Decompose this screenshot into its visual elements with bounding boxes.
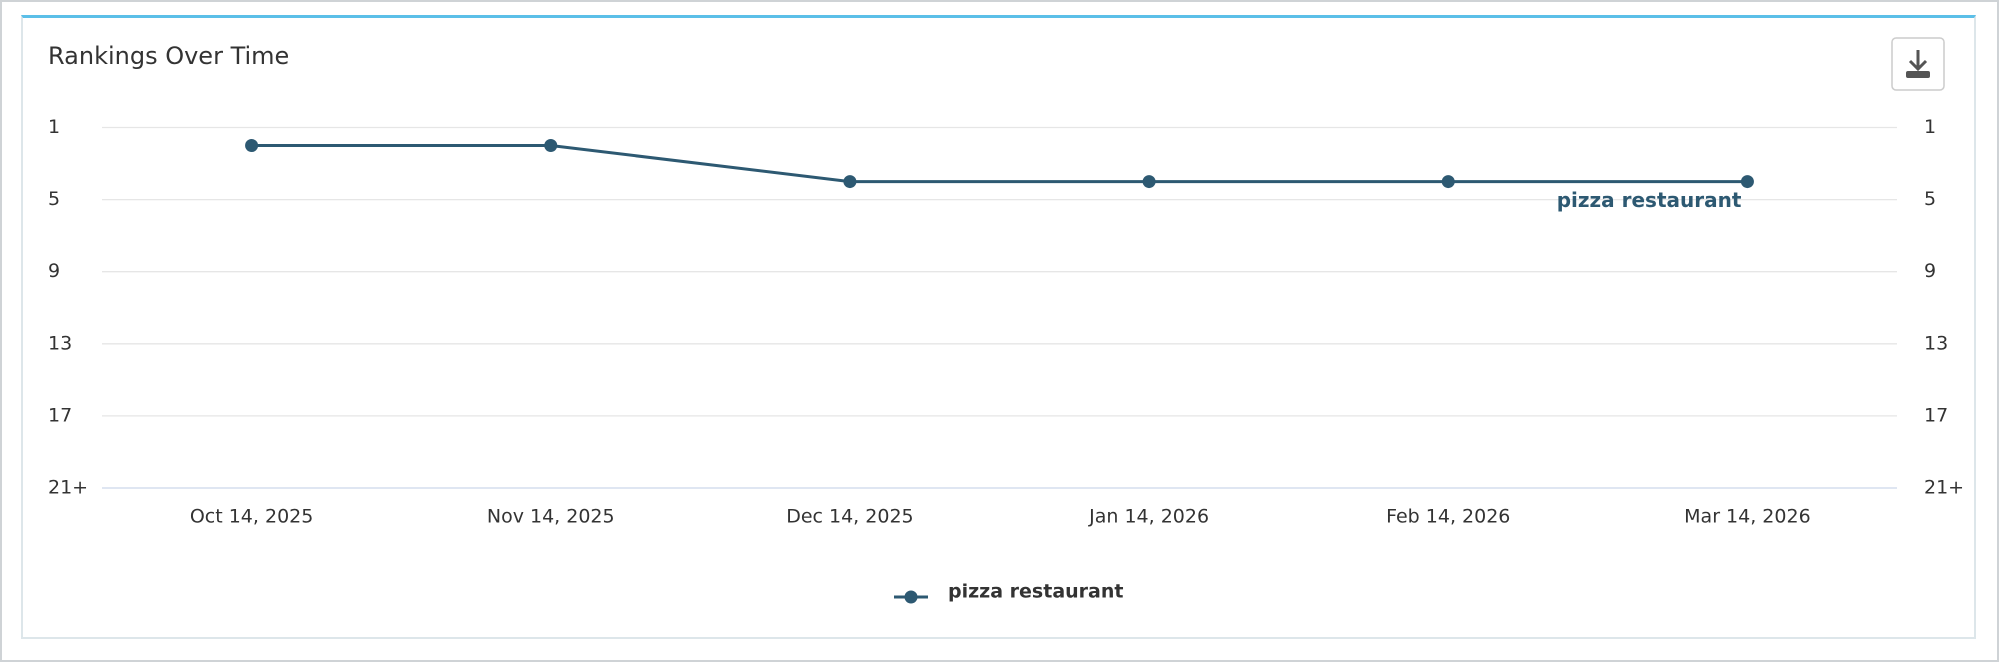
y2-tick-label: 9 [1924, 260, 1936, 282]
legend-label: pizza restaurant [948, 581, 1123, 603]
y-tick-label: 17 [48, 404, 72, 426]
y2-tick-label: 21+ [1924, 477, 1964, 499]
point [1740, 175, 1754, 189]
y2-tick-label: 5 [1924, 188, 1936, 210]
y-tick-label: 5 [48, 188, 60, 210]
legend-marker [904, 590, 918, 604]
x-tick-label: Jan 14, 2026 [1088, 506, 1209, 528]
y2-tick-label: 13 [1924, 332, 1948, 354]
y2-tick-label: 1 [1924, 116, 1936, 138]
point [843, 175, 857, 189]
card [21, 15, 1976, 639]
point [544, 139, 558, 153]
chart-title: Rankings Over Time [48, 42, 289, 70]
y2-tick-label: 17 [1924, 404, 1948, 426]
point [1142, 175, 1156, 189]
y-tick-label: 13 [48, 332, 72, 354]
point [245, 139, 259, 153]
point [1441, 175, 1455, 189]
x-tick-label: Oct 14, 2025 [190, 506, 314, 528]
y-tick-label: 1 [48, 116, 60, 138]
y-tick-label: 21+ [48, 477, 88, 499]
data-label: pizza restaurant [1557, 188, 1742, 212]
series-line [251, 144, 1748, 184]
x-tick-label: Feb 14, 2026 [1386, 506, 1510, 528]
download-button[interactable] [1891, 37, 1945, 91]
x-tick-label: Nov 14, 2025 [487, 506, 615, 528]
x-tick-label: Mar 14, 2026 [1684, 506, 1811, 528]
y-tick-label: 9 [48, 260, 60, 282]
x-tick-label: Dec 14, 2025 [786, 506, 913, 528]
